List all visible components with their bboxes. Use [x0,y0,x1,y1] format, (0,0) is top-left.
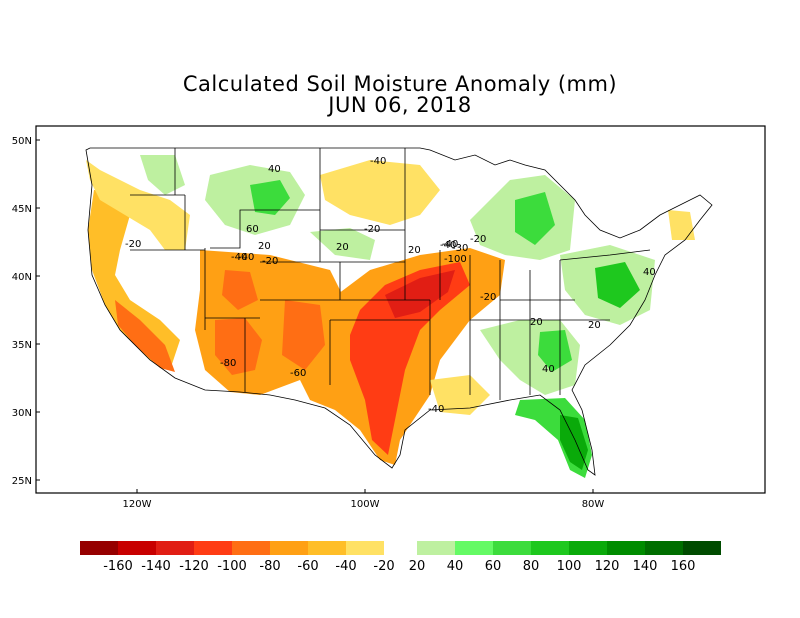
colorbar-label: 160 [671,559,696,574]
lon-axis: 120W 100W 80W [123,489,605,510]
dry-region-co [222,270,258,310]
dry-region-nm [282,300,325,370]
dry-region-socal [115,300,175,372]
wet-region-michigan-core [515,192,555,245]
contour-labels: 40 60 -20 -40 -20 20 20 -40 -20 -80 -60 … [125,156,656,415]
dry-region-az [215,318,262,375]
colorbar-label: 60 [485,559,502,574]
contour-label: 40 [542,364,555,375]
colorbar-label: -40 [335,559,356,574]
colorbar-swatch [308,541,346,555]
contour-label: -20 [480,292,496,303]
lat-tick-label: 25N [12,476,32,487]
contour-label: -40 [231,252,247,263]
contour-label: 40 [643,267,656,278]
contour-label: -60 [290,368,306,379]
contour-label: -20 [364,224,380,235]
dry-region-core-max [385,270,455,318]
colorbar-label: 40 [447,559,464,574]
boundaries [85,147,713,476]
wet-region-nw [140,155,185,195]
colorbar-swatch [346,541,384,555]
lat-tick-label: 45N [12,204,32,215]
lat-tick-label: 50N [12,136,32,147]
dry-region-gulf [430,375,490,415]
dry-region-west [88,190,180,370]
contour-label: -100 [444,254,467,265]
contour-label: 20 [530,317,543,328]
dry-region-north [320,160,440,225]
lon-tick-label: 120W [123,499,152,510]
contour-label: 20 [336,242,349,253]
contour-label: -40 [442,239,458,250]
colorbar-label: -140 [141,559,171,574]
colorbar-label: 20 [409,559,426,574]
contour-label: -40 [440,240,456,251]
contour-label: -80 [220,358,236,369]
colorbar-swatch [270,541,308,555]
dry-region-nw [86,160,190,250]
lat-tick-label: 30N [12,408,32,419]
contour-label: -40 [370,156,386,167]
colorbar-swatch [683,541,721,555]
contour-label: 20 [588,320,601,331]
contour-label: 20 [408,245,421,256]
contour-label: 20 [258,241,271,252]
lat-tick-label: 35N [12,340,32,351]
contour-label: 60 [246,224,259,235]
colorbar-swatch [156,541,194,555]
contour-label: -20 [470,234,486,245]
colorbar-swatch [569,541,607,555]
colorbar-swatch [455,541,493,555]
colorbar-swatch [493,541,531,555]
lat-axis: 50N 45N 40N 35N 30N 25N [12,136,40,487]
colorbar-label: 140 [633,559,658,574]
wet-region-montana-core [250,180,290,215]
chart-title-line1: Calculated Soil Moisture Anomaly (mm) [182,72,618,96]
colorbar-label: -60 [297,559,318,574]
wet-region-plains [310,228,375,260]
colorbar-label: -80 [259,559,280,574]
wet-region-midatlantic-core [595,262,640,308]
anomaly-shading [86,155,695,478]
dry-region-maine [668,210,695,240]
lat-tick-label: 40N [12,272,32,283]
colorbar-label: -20 [373,559,394,574]
colorbar-swatch [118,541,156,555]
colorbar-swatch [531,541,569,555]
colorbar-swatch [645,541,683,555]
colorbar-swatch [417,541,455,555]
wet-region-florida-core [560,415,588,470]
colorbar-label: -160 [103,559,133,574]
colorbar-label: -100 [217,559,247,574]
contour-label: -30 [452,243,468,254]
contour-label: -20 [125,239,141,250]
state-border-lines [130,148,651,400]
colorbar-swatch [607,541,645,555]
contour-label: -20 [262,256,278,267]
colorbar-swatch [80,541,118,555]
contour-label: 40 [268,164,281,175]
lon-tick-label: 100W [351,499,380,510]
lon-tick-label: 80W [582,499,605,510]
dry-region-core [350,262,470,455]
colorbar-swatch [232,541,270,555]
chart-title-line2: JUN 06, 2018 [328,93,472,117]
contour-label: -40 [238,252,254,263]
colorbar: -160 -140 -120 -100 -80 -60 -40 -20 20 4… [80,541,721,574]
colorbar-label: 120 [595,559,620,574]
colorbar-label: 100 [557,559,582,574]
colorbar-swatch [194,541,232,555]
colorbar-label: -120 [179,559,209,574]
us-outline [85,147,713,476]
contour-label: -40 [428,404,444,415]
colorbar-label: 80 [523,559,540,574]
wet-region-ga-core [538,330,572,372]
